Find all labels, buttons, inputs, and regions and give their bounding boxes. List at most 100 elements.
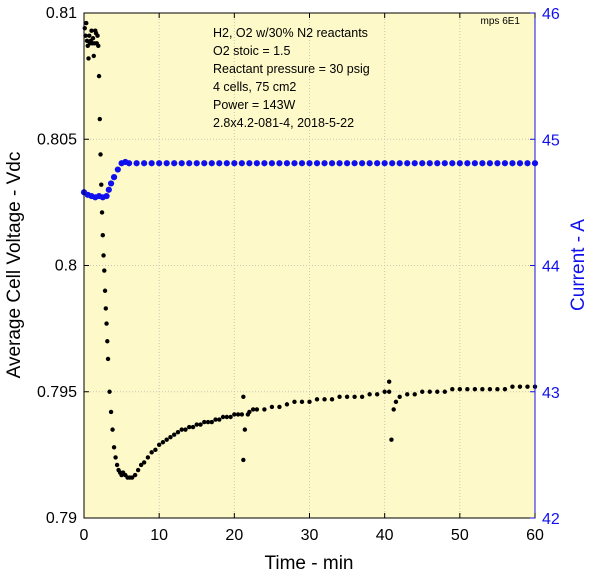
current-point: [148, 160, 155, 167]
current-point: [501, 160, 509, 167]
current-point: [441, 160, 448, 167]
voltage-point: [96, 73, 102, 79]
voltage-point: [97, 116, 102, 122]
voltage-point: [235, 412, 241, 417]
voltage-point: [292, 399, 297, 405]
voltage-point: [153, 447, 158, 453]
voltage-point: [102, 268, 107, 273]
voltage-point: [307, 399, 312, 405]
voltage-point: [269, 404, 275, 410]
voltage-point: [450, 387, 455, 392]
voltage-point: [135, 467, 141, 473]
current-point: [178, 160, 185, 167]
voltage-point: [247, 409, 252, 415]
current-point: [163, 160, 170, 167]
y-left-tick-label: 0.79: [46, 510, 77, 527]
voltage-point: [457, 387, 463, 392]
voltage-series: [82, 20, 538, 480]
voltage-point: [156, 442, 162, 447]
current-point: [261, 160, 268, 167]
right-axis-label: Current - A: [568, 219, 589, 311]
x-tick-label: 40: [376, 527, 394, 544]
voltage-point: [168, 435, 173, 440]
current-point: [283, 160, 291, 167]
x-tick-label: 0: [80, 527, 89, 544]
voltage-point: [96, 43, 101, 49]
current-point: [374, 160, 381, 167]
voltage-point: [337, 394, 342, 399]
voltage-point: [86, 56, 91, 61]
voltage-point: [217, 417, 222, 422]
voltage-point: [108, 409, 114, 415]
voltage-point: [98, 152, 103, 157]
voltage-point: [183, 427, 188, 432]
current-point: [114, 166, 121, 173]
current-point: [171, 160, 178, 167]
current-point: [156, 160, 163, 167]
current-point: [366, 160, 373, 167]
current-point: [449, 160, 456, 167]
voltage-point: [487, 387, 493, 392]
annotation-line: 2.8x4.2-081-4, 2018-5-22: [213, 116, 354, 130]
current-point: [246, 160, 253, 167]
voltage-point: [145, 455, 151, 460]
voltage-point: [90, 36, 96, 41]
voltage-point: [129, 475, 135, 480]
current-point: [381, 160, 388, 167]
current-point: [238, 160, 245, 167]
current-point: [298, 160, 306, 167]
voltage-point: [190, 424, 196, 430]
annotation-line: Power = 143W: [213, 98, 296, 112]
voltage-point: [141, 460, 147, 465]
voltage-point: [149, 450, 154, 455]
axis-ticks: 0 10 20 30 40 50 60 0.79 0.795 0.8 0.805 0.81 42 43 44…: [37, 5, 560, 544]
current-point: [494, 160, 501, 167]
current-point: [105, 186, 112, 193]
voltage-point: [105, 356, 111, 362]
voltage-point: [179, 427, 184, 432]
voltage-point: [228, 414, 233, 420]
current-point: [268, 160, 276, 167]
current-point: [313, 160, 321, 167]
voltage-point: [382, 389, 387, 394]
voltage-point: [262, 407, 267, 412]
current-point: [216, 160, 223, 167]
current-point: [336, 160, 343, 167]
voltage-point: [82, 25, 87, 31]
voltage-point: [101, 253, 106, 258]
voltage-point: [359, 394, 365, 399]
voltage-point: [91, 53, 96, 59]
voltage-point: [510, 384, 515, 389]
voltage-point: [386, 389, 392, 394]
y-right-tick-label: 46: [542, 6, 560, 23]
y-left-tick-label: 0.81: [46, 5, 77, 22]
current-point: [231, 160, 238, 167]
voltage-point: [495, 387, 500, 392]
annotation-line: 4 cells, 75 cm2: [213, 80, 296, 94]
y-left-tick-label: 0.795: [37, 384, 77, 401]
current-point: [328, 160, 336, 167]
voltage-point: [95, 33, 100, 38]
current-point: [471, 160, 478, 167]
current-point: [133, 160, 140, 167]
voltage-point: [391, 407, 396, 412]
voltage-point: [111, 445, 117, 450]
voltage-point: [314, 397, 320, 402]
current-point: [404, 160, 411, 167]
current-point: [276, 160, 283, 167]
current-point: [524, 160, 531, 167]
voltage-point: [99, 210, 105, 215]
voltage-point: [322, 397, 327, 402]
voltage-point: [250, 407, 256, 412]
current-point: [411, 160, 418, 167]
voltage-point: [367, 392, 372, 397]
annotation-line: O2 stoic = 1.5: [213, 44, 291, 58]
voltage-point: [393, 399, 399, 405]
voltage-point: [239, 412, 245, 417]
current-point: [389, 160, 396, 167]
voltage-point: [84, 20, 89, 26]
current-point: [253, 160, 260, 167]
data-series: [80, 20, 539, 480]
voltage-point: [344, 394, 350, 399]
